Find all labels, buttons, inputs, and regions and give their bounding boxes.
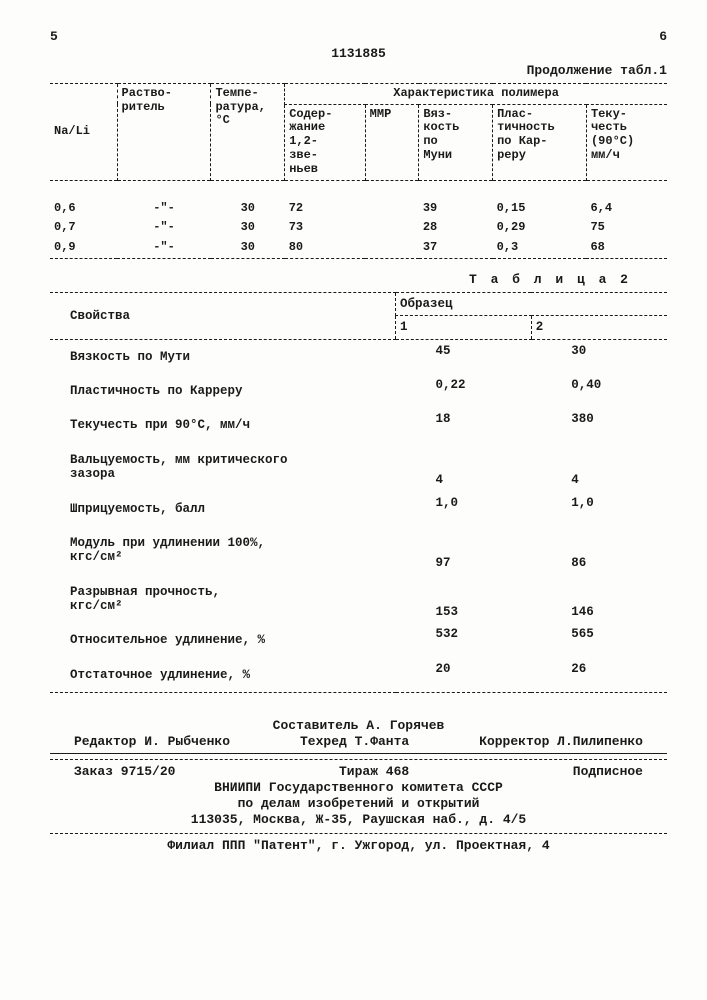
table-row: Вязкость по Мути4530 <box>50 339 667 374</box>
page-num-right: 6 <box>659 30 667 45</box>
continuation-label: Продолжение табл.1 <box>50 64 667 79</box>
table-row: Шприцуемость, балл1,01,0 <box>50 492 667 526</box>
cell: 37 <box>419 238 493 258</box>
footer-compiler: Составитель А. Горячев <box>50 719 667 734</box>
table-row: Модуль при удлинении 100%, кгс/см²9786 <box>50 526 667 575</box>
cell <box>365 218 419 238</box>
cell: 30 <box>211 238 285 258</box>
cell: 0,22 <box>396 374 532 408</box>
table-row: 0,7 -"- 30 73 28 0,29 75 <box>50 218 667 238</box>
cell: 72 <box>285 199 365 219</box>
footer-org1: ВНИИПИ Государственного комитета СССР <box>50 781 667 796</box>
table-row: 0,6 -"- 30 72 39 0,15 6,4 <box>50 199 667 219</box>
footer-filial: Филиал ППП "Патент", г. Ужгород, ул. Про… <box>50 839 667 854</box>
cell: 153 <box>396 575 532 624</box>
cell: -"- <box>117 238 211 258</box>
t2-h-sample: Образец <box>396 292 667 315</box>
cell: 45 <box>396 339 532 374</box>
footer-editor: Редактор И. Рыбченко <box>74 735 230 750</box>
cell: Вязкость по Мути <box>50 339 396 374</box>
t1-h-group: Характеристика полимера <box>285 83 667 104</box>
cell: 4 <box>396 443 532 492</box>
cell: 4 <box>531 443 667 492</box>
cell: 30 <box>211 199 285 219</box>
cell: Отстаточное удлинение, % <box>50 658 396 693</box>
footer-tech: Техред Т.Фанта <box>300 735 409 750</box>
cell: -"- <box>117 218 211 238</box>
cell: 146 <box>531 575 667 624</box>
cell: 1,0 <box>531 492 667 526</box>
footer: Составитель А. Горячев Редактор И. Рыбче… <box>50 719 667 854</box>
cell: 28 <box>419 218 493 238</box>
cell: Шприцуемость, балл <box>50 492 396 526</box>
footer-tirazh: Тираж 468 <box>339 765 409 780</box>
cell: 0,3 <box>493 238 587 258</box>
footer-korr: Корректор Л.Пилипенко <box>479 735 643 750</box>
t2-h-col1: 1 <box>396 316 532 339</box>
page-num-left: 5 <box>50 30 58 45</box>
t1-h-na-li: Na/Li <box>50 83 117 180</box>
table-row: Относительное удлинение, %532565 <box>50 623 667 657</box>
t1-h-solvent: Раство- ритель <box>117 83 211 180</box>
doc-number: 1131885 <box>50 47 667 62</box>
cell <box>365 199 419 219</box>
cell <box>365 238 419 258</box>
cell: Относительное удлинение, % <box>50 623 396 657</box>
table-row: Разрывная прочность, кгс/см²153146 <box>50 575 667 624</box>
page-numbers: 5 6 <box>50 30 667 45</box>
footer-addr: 113035, Москва, Ж-35, Раушская наб., д. … <box>50 813 667 828</box>
cell: 532 <box>396 623 532 657</box>
table-row: 0,9 -"- 30 80 37 0,3 68 <box>50 238 667 258</box>
table2-title: Т а б л и ц а 2 <box>50 273 631 288</box>
cell: 0,7 <box>50 218 117 238</box>
table-row: Пластичность по Карреру0,220,40 <box>50 374 667 408</box>
cell: 73 <box>285 218 365 238</box>
cell: 0,15 <box>493 199 587 219</box>
cell: Разрывная прочность, кгс/см² <box>50 575 396 624</box>
cell: 39 <box>419 199 493 219</box>
cell: 20 <box>396 658 532 693</box>
cell: 0,9 <box>50 238 117 258</box>
cell: 97 <box>396 526 532 575</box>
cell: 26 <box>531 658 667 693</box>
table-row: Вальцуемость, мм критического зазора44 <box>50 443 667 492</box>
cell: 0,6 <box>50 199 117 219</box>
cell: Модуль при удлинении 100%, кгс/см² <box>50 526 396 575</box>
table-2: Свойства Образец 1 2 Вязкость по Мути453… <box>50 292 667 693</box>
table-row: Текучесть при 90°С, мм/ч18380 <box>50 408 667 442</box>
t1-h-temp: Темпе- ратура, °С <box>211 83 285 180</box>
t1-h-content: Содер- жание 1,2- зве- ньев <box>285 104 365 180</box>
cell: 18 <box>396 408 532 442</box>
t1-h-visc: Вяз- кость по Муни <box>419 104 493 180</box>
t1-h-mmr: ММР <box>365 104 419 180</box>
t2-h-props: Свойства <box>50 292 396 339</box>
cell: 1,0 <box>396 492 532 526</box>
cell: 0,29 <box>493 218 587 238</box>
cell: Вальцуемость, мм критического зазора <box>50 443 396 492</box>
cell: 30 <box>531 339 667 374</box>
cell: 68 <box>586 238 667 258</box>
t1-h-flow: Теку- честь (90°С) мм/ч <box>586 104 667 180</box>
footer-podpis: Подписное <box>573 765 643 780</box>
footer-org2: по делам изобретений и открытий <box>50 797 667 812</box>
cell: 565 <box>531 623 667 657</box>
t1-h-plast: Плас- тичность по Кар- реру <box>493 104 587 180</box>
cell: 0,40 <box>531 374 667 408</box>
cell: 75 <box>586 218 667 238</box>
cell: 30 <box>211 218 285 238</box>
cell: 6,4 <box>586 199 667 219</box>
cell: 380 <box>531 408 667 442</box>
cell: 80 <box>285 238 365 258</box>
table-1: Na/Li Раство- ритель Темпе- ратура, °С Х… <box>50 83 667 259</box>
cell: Текучесть при 90°С, мм/ч <box>50 408 396 442</box>
t2-h-col2: 2 <box>531 316 667 339</box>
cell: Пластичность по Карреру <box>50 374 396 408</box>
footer-order: Заказ 9715/20 <box>74 765 175 780</box>
table-row: Отстаточное удлинение, %2026 <box>50 658 667 693</box>
cell: 86 <box>531 526 667 575</box>
cell: -"- <box>117 199 211 219</box>
